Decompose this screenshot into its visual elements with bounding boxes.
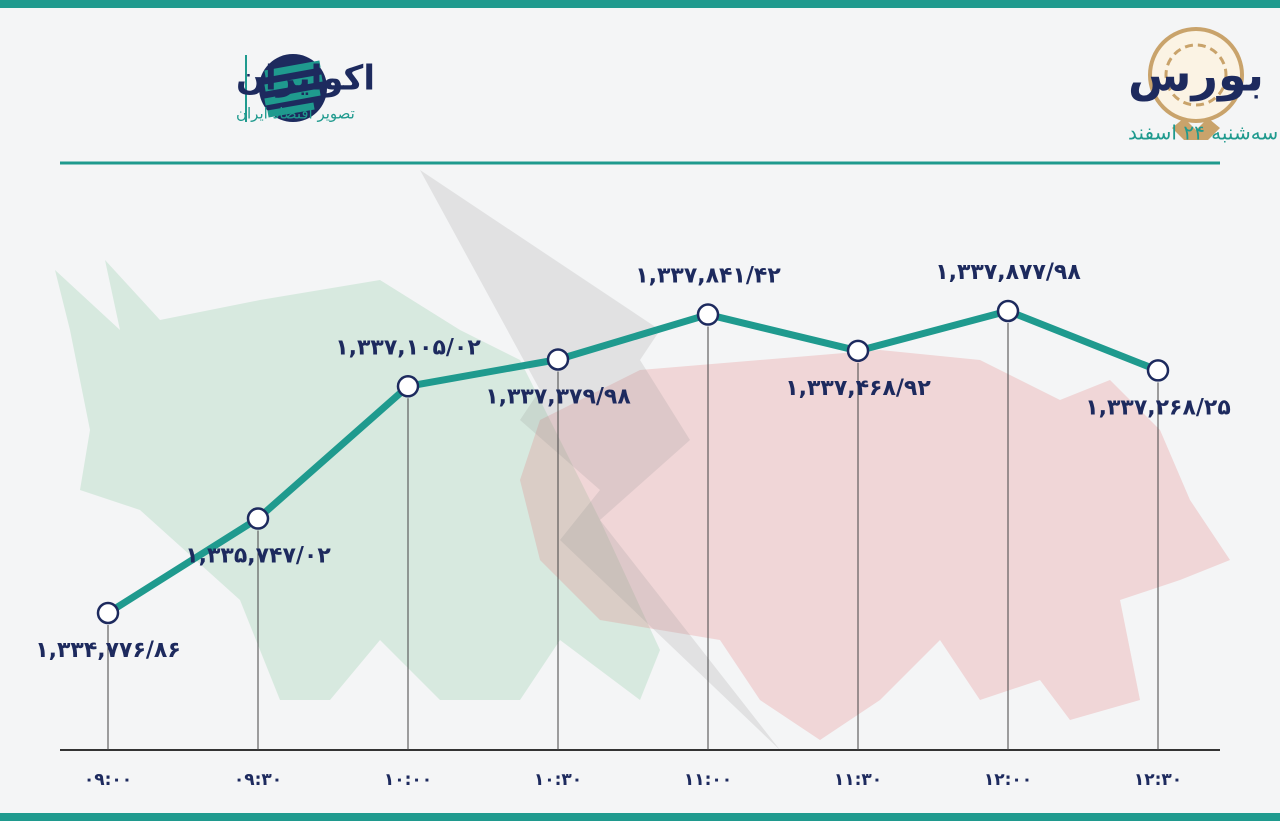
arrow-shape [420, 170, 780, 750]
point [1146, 359, 1170, 382]
x-tick-label: ۰۹:۳۰ [234, 770, 282, 790]
brand-logo [259, 54, 327, 122]
value-label: ۱,۳۳۷,۸۴۱/۴۲ [635, 264, 781, 289]
x-tick-label: ۱۰:۳۰ [534, 770, 582, 790]
point [996, 299, 1020, 323]
x-tick-label: ۱۱:۰۰ [684, 770, 732, 790]
bear-shape [520, 350, 1230, 740]
brand-name: اکوایران [236, 59, 375, 99]
subtitle: سه‌شنبه ۲۴ اسفند [1128, 121, 1278, 145]
point [696, 303, 720, 326]
x-tick-label: ۱۲:۰۰ [984, 770, 1032, 790]
value-label: ۱,۳۳۷,۸۷۷/۹۸ [935, 260, 1081, 285]
point [246, 507, 270, 530]
top-bar [0, 0, 1280, 8]
value-label: ۱,۳۳۷,۲۶۸/۲۵ [1085, 395, 1231, 420]
point [396, 375, 420, 398]
point [96, 601, 120, 625]
value-label: ۱,۳۳۷,۳۷۹/۹۸ [485, 384, 631, 409]
exchange-emblem [1148, 27, 1244, 140]
x-tick-label: ۱۰:۰۰ [384, 770, 432, 790]
value-label: ۱,۳۳۴,۷۷۶/۸۶ [35, 638, 181, 663]
x-tick-label: ۱۱:۳۰ [834, 770, 882, 790]
bottom-bar [0, 813, 1280, 821]
title: روند شاخص کل بورس [1128, 48, 1280, 102]
value-label: ۱,۳۳۵,۷۴۷/۰۲ [185, 544, 331, 569]
value-label: ۱,۳۳۷,۴۶۸/۹۲ [785, 376, 931, 401]
x-tick-label: ۱۲:۳۰ [1134, 770, 1182, 790]
brand-tagline: تصویر اقتصاد ایران [236, 105, 355, 123]
index-line [106, 307, 1160, 616]
value-label: ۱,۳۳۷,۱۰۵/۰۲ [335, 335, 481, 360]
x-tick-label: ۰۹:۰۰ [84, 770, 132, 790]
point [546, 348, 570, 371]
point [846, 339, 870, 363]
